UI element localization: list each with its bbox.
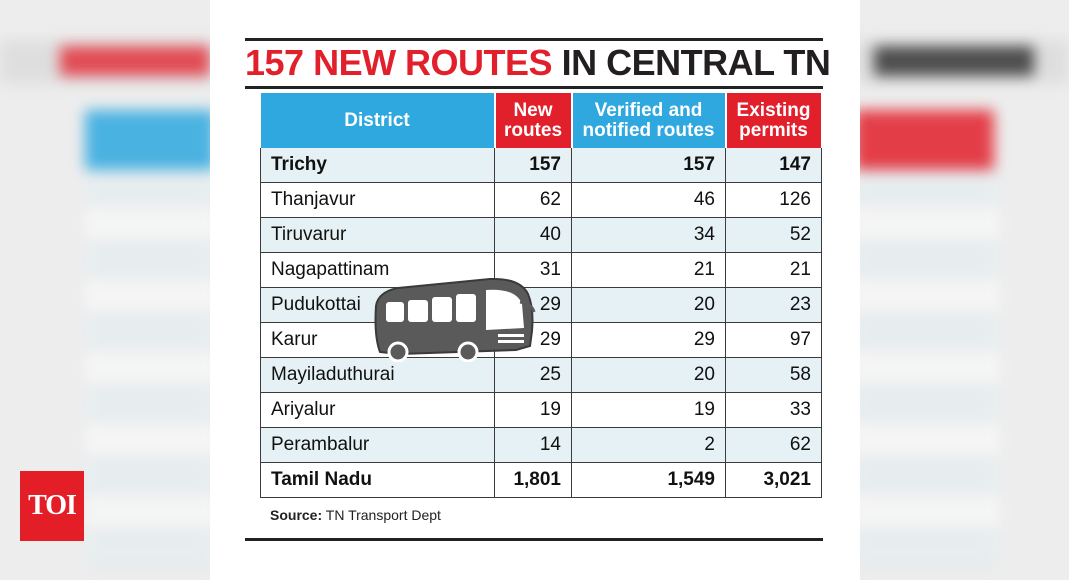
table-body: Trichy 157 157 147 Thanjavur 62 46 126 Tiruvarur… <box>260 148 822 498</box>
cell-verified-routes: 21 <box>571 252 726 288</box>
table-row: Tiruvarur 40 34 52 <box>260 217 822 253</box>
cell-new-routes: 19 <box>494 392 572 428</box>
cell-verified-routes: 29 <box>571 322 726 358</box>
title-underline <box>245 86 823 89</box>
cell-existing-permits: 3,021 <box>725 462 822 498</box>
cell-district: Perambalur <box>260 427 495 463</box>
table-total-row: Tamil Nadu 1,801 1,549 3,021 <box>260 462 822 498</box>
table-row: Thanjavur 62 46 126 <box>260 182 822 218</box>
cell-new-routes: 1,801 <box>494 462 572 498</box>
table-row: Trichy 157 157 147 <box>260 148 822 183</box>
cell-verified-routes: 46 <box>571 182 726 218</box>
blurred-background-right <box>854 20 1069 566</box>
header-existing-permits: Existing permits <box>725 93 823 148</box>
table-row: Nagapattinam 31 21 21 <box>260 252 822 288</box>
table-row: Perambalur 14 2 62 <box>260 427 822 463</box>
cell-new-routes: 157 <box>494 148 572 183</box>
cell-district: Thanjavur <box>260 182 495 218</box>
cell-verified-routes: 19 <box>571 392 726 428</box>
cell-district: Ariyalur <box>260 392 495 428</box>
cell-existing-permits: 52 <box>725 217 822 253</box>
source-note: Source: TN Transport Dept <box>270 507 441 523</box>
routes-table: District New routes Verified and notified … <box>260 93 823 498</box>
cell-existing-permits: 97 <box>725 322 822 358</box>
cell-district: Tiruvarur <box>260 217 495 253</box>
title-dark-part: IN CENTRAL TN <box>561 42 831 83</box>
bus-icon <box>374 277 536 362</box>
cell-district: Tamil Nadu <box>260 462 495 498</box>
bottom-rule <box>245 538 823 541</box>
table-row: Karur 29 29 97 <box>260 322 822 358</box>
cell-new-routes: 62 <box>494 182 572 218</box>
cell-verified-routes: 2 <box>571 427 726 463</box>
cell-verified-routes: 20 <box>571 287 726 323</box>
header-verified-routes: Verified and notified routes <box>571 93 727 148</box>
table-header-row: District New routes Verified and notified … <box>260 93 823 148</box>
cell-existing-permits: 21 <box>725 252 822 288</box>
cell-verified-routes: 20 <box>571 357 726 393</box>
table-row: Mayiladuthurai 25 20 58 <box>260 357 822 393</box>
cell-district: Mayiladuthurai <box>260 357 495 393</box>
cell-verified-routes: 157 <box>571 148 726 183</box>
cell-existing-permits: 62 <box>725 427 822 463</box>
cell-verified-routes: 34 <box>571 217 726 253</box>
cell-new-routes: 25 <box>494 357 572 393</box>
cell-existing-permits: 58 <box>725 357 822 393</box>
source-text: TN Transport Dept <box>325 507 441 523</box>
header-new-routes: New routes <box>494 93 573 148</box>
cell-existing-permits: 23 <box>725 287 822 323</box>
table-row: Pudukottai 29 20 23 <box>260 287 822 323</box>
cell-existing-permits: 33 <box>725 392 822 428</box>
header-district: District <box>260 93 496 148</box>
chart-title: 157 NEW ROUTES IN CENTRAL TN <box>245 38 831 83</box>
cell-verified-routes: 1,549 <box>571 462 726 498</box>
blurred-background-left <box>0 20 215 566</box>
toi-logo: TOI <box>20 471 84 541</box>
infographic-card: 157 NEW ROUTES IN CENTRAL TN District Ne… <box>210 0 860 580</box>
cell-district: Trichy <box>260 148 495 183</box>
cell-new-routes: 31 <box>494 252 572 288</box>
cell-new-routes: 40 <box>494 217 572 253</box>
cell-existing-permits: 147 <box>725 148 822 183</box>
cell-existing-permits: 126 <box>725 182 822 218</box>
table-row: Ariyalur 19 19 33 <box>260 392 822 428</box>
source-label: Source: <box>270 507 323 523</box>
cell-new-routes: 14 <box>494 427 572 463</box>
title-red-part: 157 NEW ROUTES <box>245 42 553 83</box>
